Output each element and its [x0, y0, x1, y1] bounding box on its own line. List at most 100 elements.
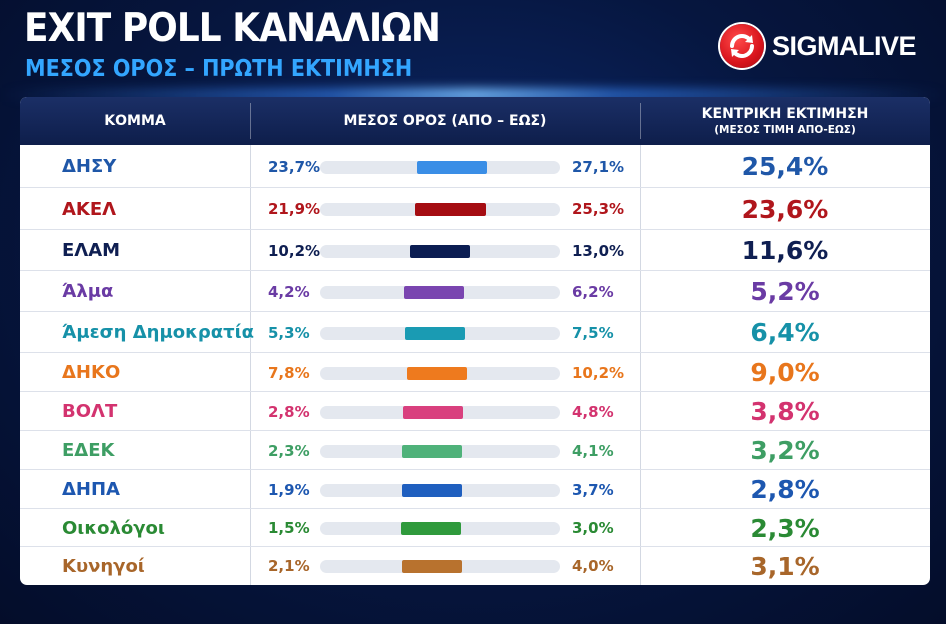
- row-divider: [20, 187, 930, 188]
- center-estimate: 3,8%: [750, 397, 820, 426]
- range-bar: [404, 326, 465, 340]
- range-track: [320, 560, 560, 573]
- range-high-label: 6,2%: [572, 282, 614, 301]
- table-row: ΒΟΛΤ 2,8% 4,8% 3,8%: [20, 392, 930, 431]
- header-divider: [640, 103, 641, 139]
- range-bar: [407, 366, 468, 380]
- range-track: [320, 444, 560, 458]
- range-track: [320, 285, 560, 299]
- range-track: [320, 366, 560, 380]
- range-track: [320, 326, 560, 340]
- range-low-label: 4,2%: [268, 282, 310, 301]
- range-low-label: 21,9%: [268, 200, 321, 218]
- range-track: [320, 244, 560, 258]
- table-row: Άλμα 4,2% 6,2% 5,2%: [20, 271, 930, 312]
- range-low-label: 2,3%: [268, 441, 310, 460]
- center-estimate: 25,4%: [741, 152, 829, 181]
- range-low-label: 1,9%: [268, 480, 310, 499]
- range-high-label: 7,5%: [572, 323, 614, 342]
- row-divider: [20, 311, 930, 312]
- center-estimate: 6,4%: [750, 318, 820, 347]
- table-header: ΚΟΜΜΑ ΜΕΣΟΣ ΟΡΟΣ (ΑΠΟ – ΕΩΣ) ΚΕΝΤΡΙΚΗ ΕΚ…: [20, 97, 930, 145]
- range-low-label: 2,1%: [268, 557, 310, 575]
- range-high-label: 13,0%: [572, 241, 625, 260]
- range-bar: [402, 444, 463, 458]
- row-divider: [20, 508, 930, 509]
- party-name: ΒΟΛΤ: [62, 401, 118, 422]
- range-track: [320, 522, 560, 535]
- brand-name: SIGMALIVE: [772, 30, 917, 61]
- center-estimate: 9,0%: [750, 358, 820, 387]
- range-track: [320, 405, 560, 419]
- range-low-label: 23,7%: [268, 157, 321, 176]
- table-row: ΔΗΚΟ 7,8% 10,2% 9,0%: [20, 353, 930, 392]
- row-divider: [20, 270, 930, 271]
- row-divider: [20, 469, 930, 470]
- party-name: Οικολόγοι: [62, 517, 165, 539]
- page-title: EXIT POLL ΚΑΝΑΛΙΩΝ: [24, 6, 441, 51]
- table-row: ΕΔΕΚ 2,3% 4,1% 3,2%: [20, 431, 930, 470]
- center-estimate: 11,6%: [741, 236, 829, 265]
- brand: SIGMALIVE: [720, 22, 917, 70]
- header-divider: [250, 103, 251, 139]
- header-range: ΜΕΣΟΣ ΟΡΟΣ (ΑΠΟ – ΕΩΣ): [343, 113, 547, 129]
- party-name: Άλμα: [62, 281, 114, 302]
- center-estimate: 3,1%: [750, 551, 820, 581]
- center-estimate: 3,2%: [750, 436, 820, 465]
- range-low-label: 5,3%: [268, 323, 310, 342]
- results-table: ΚΟΜΜΑ ΜΕΣΟΣ ΟΡΟΣ (ΑΠΟ – ΕΩΣ) ΚΕΝΤΡΙΚΗ ΕΚ…: [20, 97, 930, 585]
- header-center: ΚΕΝΤΡΙΚΗ ΕΚΤΙΜΗΣΗ (ΜΕΣΟΣ ΤΙΜΗ ΑΠΟ-ΕΩΣ): [701, 106, 869, 136]
- row-divider: [20, 546, 930, 547]
- column-divider: [250, 145, 251, 585]
- row-divider: [20, 430, 930, 431]
- range-high-label: 4,1%: [572, 441, 614, 460]
- range-track: [320, 160, 560, 174]
- range-bar: [415, 203, 486, 216]
- table-row: ΑΚΕΛ 21,9% 25,3% 23,6%: [20, 188, 930, 230]
- table-row: Άμεση Δημοκρατία 5,3% 7,5% 6,4%: [20, 312, 930, 353]
- row-divider: [20, 352, 930, 353]
- range-high-label: 4,8%: [572, 402, 614, 421]
- range-bar: [401, 522, 462, 535]
- party-name: ΔΗΣΥ: [62, 156, 117, 177]
- range-low-label: 1,5%: [268, 519, 310, 537]
- range-bar: [401, 483, 462, 497]
- party-name: Κυνηγοί: [62, 555, 145, 577]
- party-name: Άμεση Δημοκρατία: [62, 322, 254, 343]
- column-divider: [640, 145, 641, 585]
- table-row: Οικολόγοι 1,5% 3,0% 2,3%: [20, 509, 930, 547]
- row-divider: [20, 229, 930, 230]
- party-name: ΑΚΕΛ: [62, 198, 117, 220]
- range-bar: [402, 405, 463, 419]
- page-subtitle: ΜΕΣΟΣ ΟΡΟΣ – ΠΡΩΤΗ ΕΚΤΙΜΗΣΗ: [25, 56, 413, 82]
- center-estimate: 23,6%: [741, 194, 829, 224]
- table-row: ΔΗΠΑ 1,9% 3,7% 2,8%: [20, 470, 930, 509]
- row-divider: [20, 391, 930, 392]
- range-high-label: 3,7%: [572, 480, 614, 499]
- table-row: ΔΗΣΥ 23,7% 27,1% 25,4%: [20, 145, 930, 188]
- range-track: [320, 203, 560, 216]
- party-name: ΔΗΚΟ: [62, 362, 121, 383]
- range-high-label: 25,3%: [572, 200, 625, 218]
- range-bar: [403, 285, 464, 299]
- range-bar: [401, 560, 462, 573]
- range-track: [320, 483, 560, 497]
- header-party: ΚΟΜΜΑ: [104, 113, 166, 129]
- range-high-label: 10,2%: [572, 363, 625, 382]
- range-high-label: 27,1%: [572, 157, 625, 176]
- range-high-label: 4,0%: [572, 557, 614, 575]
- range-high-label: 3,0%: [572, 519, 614, 537]
- table-row: ΕΛΑΜ 10,2% 13,0% 11,6%: [20, 230, 930, 271]
- party-name: ΕΛΑΜ: [62, 240, 121, 261]
- center-estimate: 2,8%: [750, 475, 820, 504]
- range-bar: [409, 244, 470, 258]
- center-estimate: 2,3%: [750, 513, 820, 543]
- range-bar: [416, 160, 488, 174]
- range-low-label: 10,2%: [268, 241, 321, 260]
- party-name: ΕΔΕΚ: [62, 440, 115, 461]
- table-row: Κυνηγοί 2,1% 4,0% 3,1%: [20, 547, 930, 585]
- center-estimate: 5,2%: [750, 277, 820, 306]
- range-low-label: 2,8%: [268, 402, 310, 421]
- brand-logo-icon: [720, 24, 764, 68]
- party-name: ΔΗΠΑ: [62, 479, 120, 500]
